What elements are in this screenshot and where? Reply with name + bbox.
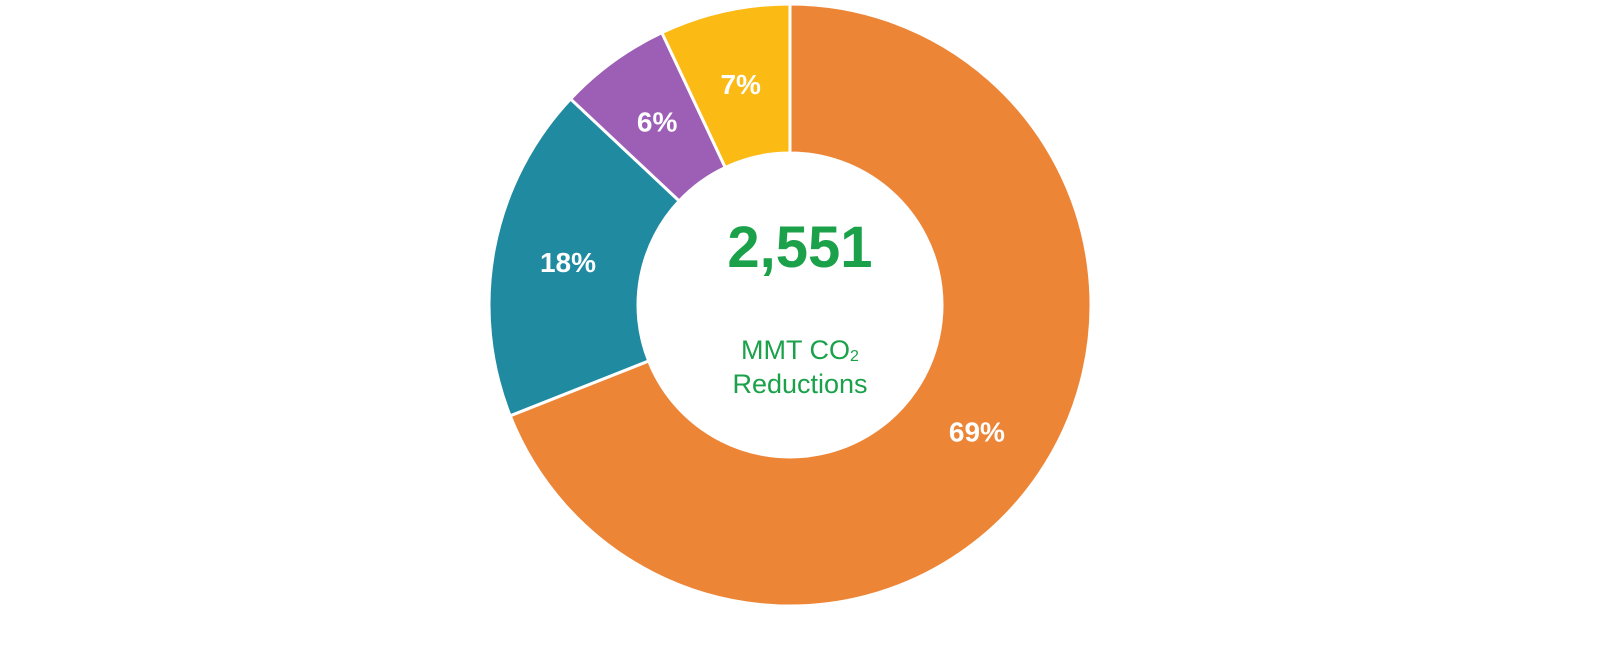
center-unit-subscript: 2 [850, 348, 859, 365]
slice-layer [487, 2, 1093, 608]
donut-slice-3 [659, 2, 792, 170]
slice-label-layer: 69% 18% 6% 7% [540, 69, 1005, 448]
donut-slice-0 [508, 2, 1093, 608]
center-caption: Reductions [732, 369, 868, 399]
donut-slice-1 [487, 96, 682, 418]
slice-label-3: 7% [720, 69, 761, 100]
center-unit-label: MMT CO2 [650, 334, 950, 367]
slice-label-2: 6% [637, 107, 678, 138]
center-total-value: 2,551 [727, 215, 873, 280]
slice-label-0: 69% [949, 417, 1005, 448]
slice-label-1: 18% [540, 247, 596, 278]
center-unit-prefix: MMT CO [741, 335, 851, 365]
